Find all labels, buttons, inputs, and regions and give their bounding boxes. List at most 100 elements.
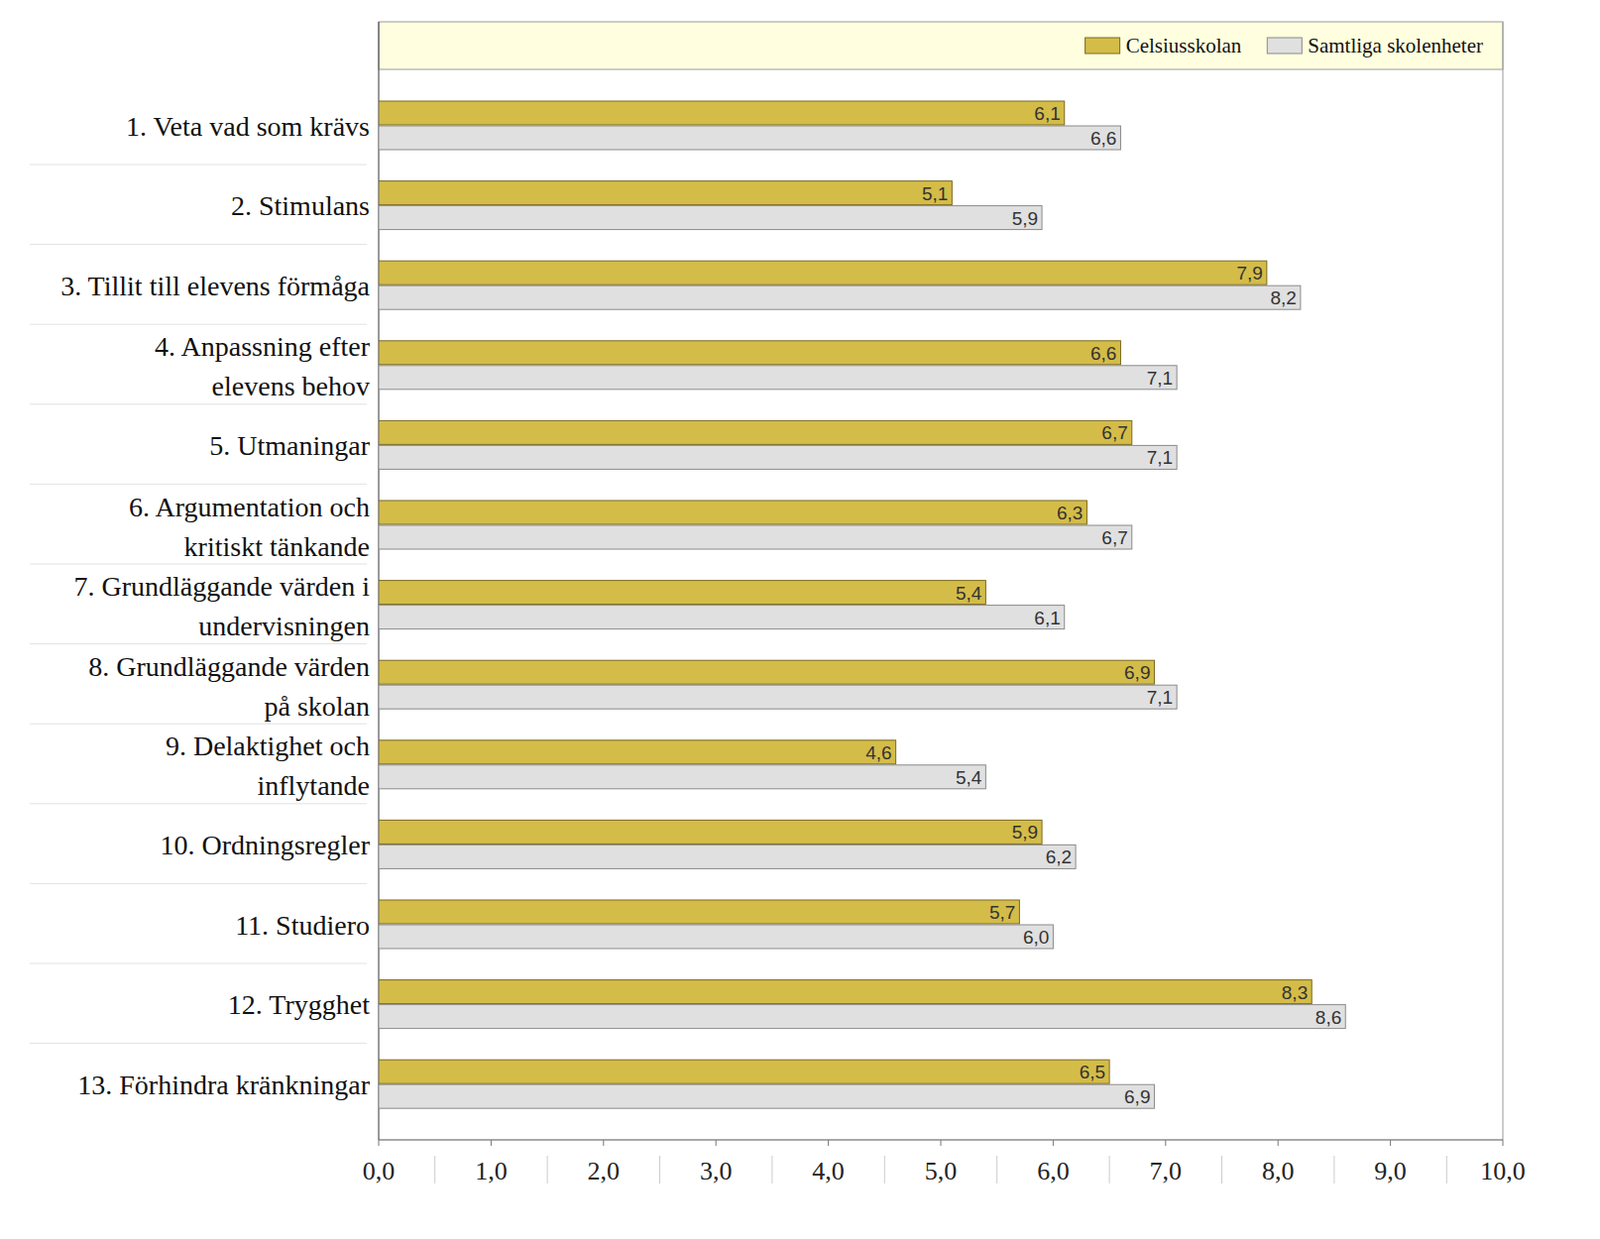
data-label: 8,6 xyxy=(1315,1007,1342,1029)
legend-swatch xyxy=(1085,37,1121,54)
bar xyxy=(378,1084,1154,1109)
category-label: 9. Delaktighet ochinflytande xyxy=(165,730,370,801)
bar xyxy=(378,1059,1110,1084)
tick-label: 4,0 xyxy=(811,1156,845,1186)
separator xyxy=(884,1155,886,1184)
separator xyxy=(29,963,367,965)
bar xyxy=(378,341,1121,365)
chart: 0,01,02,03,04,05,06,07,08,09,010,01. Vet… xyxy=(0,0,1600,1239)
separator xyxy=(1221,1155,1223,1184)
tick-mark xyxy=(1277,1140,1279,1146)
tick-mark xyxy=(602,1140,604,1146)
data-label: 6,1 xyxy=(1033,607,1060,629)
separator xyxy=(434,1155,436,1184)
bar xyxy=(378,500,1087,525)
data-label: 6,3 xyxy=(1056,502,1083,524)
data-label: 5,7 xyxy=(989,902,1016,923)
bar xyxy=(378,101,1065,125)
data-label: 8,2 xyxy=(1269,287,1296,309)
separator xyxy=(29,802,367,804)
category-label: 11. Studiero xyxy=(234,910,370,941)
data-label: 6,2 xyxy=(1045,846,1072,868)
category-label: 6. Argumentation ochkritiskt tänkande xyxy=(128,491,370,563)
bar xyxy=(378,819,1042,844)
data-label: 5,4 xyxy=(955,582,983,604)
data-label: 5,9 xyxy=(1012,821,1038,843)
data-label: 6,6 xyxy=(1090,127,1117,149)
bar xyxy=(378,685,1177,709)
legend-swatch xyxy=(1266,37,1302,54)
bar xyxy=(378,181,952,206)
tick-mark xyxy=(1389,1140,1391,1146)
bar xyxy=(378,125,1121,150)
data-label: 6,0 xyxy=(1023,926,1049,948)
legend-label: Celsiusskolan xyxy=(1126,33,1243,58)
tick-label: 5,0 xyxy=(924,1156,958,1186)
tick-label: 9,0 xyxy=(1373,1156,1407,1186)
category-label: 1. Veta vad som krävs xyxy=(125,111,370,142)
bar xyxy=(378,580,986,605)
category-label: 4. Anpassning efterelevens behov xyxy=(154,331,371,402)
category-label: 5. Utmaningar xyxy=(209,430,370,461)
separator xyxy=(547,1155,549,1184)
bar xyxy=(378,924,1053,949)
legend: Celsiusskolan Samtliga skolenheter xyxy=(1085,33,1484,58)
separator xyxy=(29,164,367,166)
bar xyxy=(378,206,1042,230)
category-label: 12. Trygghet xyxy=(228,989,370,1021)
tick-label: 8,0 xyxy=(1261,1156,1295,1186)
bar xyxy=(378,1005,1346,1029)
separator xyxy=(659,1155,661,1184)
bars xyxy=(378,101,1346,1109)
bar xyxy=(378,365,1177,390)
category-label: 13. Förhindra kränkningar xyxy=(77,1069,370,1101)
data-label: 6,7 xyxy=(1101,527,1128,549)
tick-mark xyxy=(1164,1140,1166,1146)
bar xyxy=(378,660,1154,685)
tick-label: 2,0 xyxy=(587,1156,621,1186)
data-label: 6,1 xyxy=(1033,103,1060,124)
bar xyxy=(378,420,1133,445)
bar xyxy=(378,765,986,790)
data-label: 6,6 xyxy=(1090,342,1117,364)
separator xyxy=(29,403,367,405)
tick-label: 3,0 xyxy=(699,1156,733,1186)
tick-label: 7,0 xyxy=(1149,1156,1183,1186)
separator xyxy=(29,564,367,566)
data-label: 4,6 xyxy=(865,742,892,764)
data-label: 6,9 xyxy=(1124,662,1150,684)
category-label: 10. Ordningsregler xyxy=(159,829,370,861)
data-label: 7,1 xyxy=(1146,686,1173,708)
bar xyxy=(378,605,1065,630)
bar xyxy=(378,980,1312,1005)
data-label: 7,1 xyxy=(1146,367,1173,389)
data-label: 6,9 xyxy=(1124,1086,1150,1108)
bar xyxy=(378,285,1301,310)
category-label: 8. Grundläggande värdenpå skolan xyxy=(88,651,370,722)
category-label: 3. Tillit till elevens förmåga xyxy=(60,270,370,302)
tick-mark xyxy=(715,1140,717,1146)
tick-mark xyxy=(940,1140,942,1146)
frame-line xyxy=(1502,21,1504,1141)
tick-mark xyxy=(490,1140,492,1146)
tick-mark xyxy=(378,1140,380,1146)
data-labels: 6,15,17,96,66,76,35,46,94,65,95,78,36,56… xyxy=(865,103,1342,1108)
data-label: 5,9 xyxy=(1012,208,1038,229)
legend-header xyxy=(378,21,1503,70)
separator xyxy=(29,723,367,725)
separator xyxy=(29,483,367,485)
separator xyxy=(996,1155,998,1184)
data-label: 6,5 xyxy=(1079,1061,1106,1083)
category-label: 2. Stimulans xyxy=(230,190,370,222)
data-label: 5,1 xyxy=(921,183,948,205)
tick-label: 1,0 xyxy=(474,1156,508,1186)
bar xyxy=(378,844,1076,869)
data-label: 7,9 xyxy=(1236,262,1262,284)
data-label: 7,1 xyxy=(1146,447,1173,468)
separator xyxy=(29,883,367,885)
bar xyxy=(378,900,1020,924)
separator xyxy=(771,1155,773,1184)
legend-label: Samtliga skolenheter xyxy=(1307,33,1484,58)
separator xyxy=(1333,1155,1335,1184)
tick-mark xyxy=(827,1140,829,1146)
